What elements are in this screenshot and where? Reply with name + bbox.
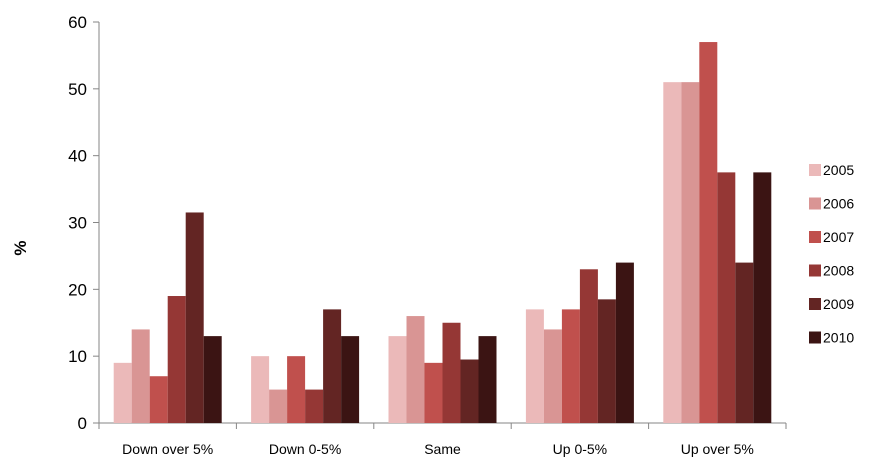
bar: [323, 309, 342, 423]
y-tick-label: 20: [68, 280, 87, 299]
bar: [735, 262, 754, 423]
bar: [663, 82, 682, 424]
legend-label: 2009: [823, 296, 854, 312]
bar: [203, 336, 222, 423]
bar: [460, 359, 479, 423]
bar: [753, 172, 772, 423]
bar: [341, 336, 360, 423]
y-tick-label: 40: [68, 147, 87, 166]
bar: [287, 356, 306, 423]
bar: [131, 329, 150, 423]
legend-swatch: [809, 197, 821, 210]
legend-swatch: [809, 331, 821, 344]
legend-label: 2008: [823, 263, 854, 279]
x-tick-label: Up over 5%: [681, 441, 754, 457]
bar: [113, 362, 132, 423]
bar: [149, 376, 168, 423]
bar: [167, 296, 186, 423]
y-tick-label: 30: [68, 214, 87, 233]
bar: [561, 309, 580, 423]
bar: [388, 336, 407, 423]
bar: [185, 212, 204, 423]
legend-swatch: [809, 164, 821, 176]
y-tick-label: 10: [68, 347, 87, 366]
x-tick-label: Up 0-5%: [553, 441, 607, 457]
y-tick-label: 0: [78, 414, 87, 433]
bar: [251, 356, 270, 423]
bars: [113, 42, 772, 424]
legend-label: 2010: [823, 330, 854, 346]
x-tick-label: Same: [424, 441, 461, 457]
bar: [717, 172, 736, 423]
bar: [269, 389, 288, 423]
bar: [406, 316, 425, 423]
bar: [699, 42, 718, 424]
bar: [525, 309, 544, 423]
legend-label: 2006: [823, 196, 854, 212]
legend: 2005 2006 2007 2008 2009 2010: [809, 162, 854, 346]
legend-swatch: [809, 264, 821, 277]
bar: [478, 336, 497, 423]
legend-label: 2005: [823, 162, 854, 178]
y-tick-label: 60: [68, 13, 87, 32]
bar: [597, 299, 616, 423]
y-tick-label: 50: [68, 80, 87, 99]
legend-swatch: [809, 231, 821, 243]
legend-swatch: [809, 298, 821, 310]
bar: [424, 362, 443, 423]
axes: 0 10 20 30 40 50 60 Down over 5% Down 0-5% Same Up…: [68, 13, 787, 457]
bar: [442, 322, 461, 423]
bar: [681, 82, 700, 424]
bar: [543, 329, 562, 423]
x-tick-label: Down over 5%: [122, 441, 213, 457]
bar: [305, 389, 324, 423]
y-axis-label: %: [11, 240, 30, 255]
bar: [579, 269, 598, 423]
legend-label: 2007: [823, 229, 854, 245]
x-tick-label: Down 0-5%: [269, 441, 341, 457]
bar: [615, 262, 634, 423]
